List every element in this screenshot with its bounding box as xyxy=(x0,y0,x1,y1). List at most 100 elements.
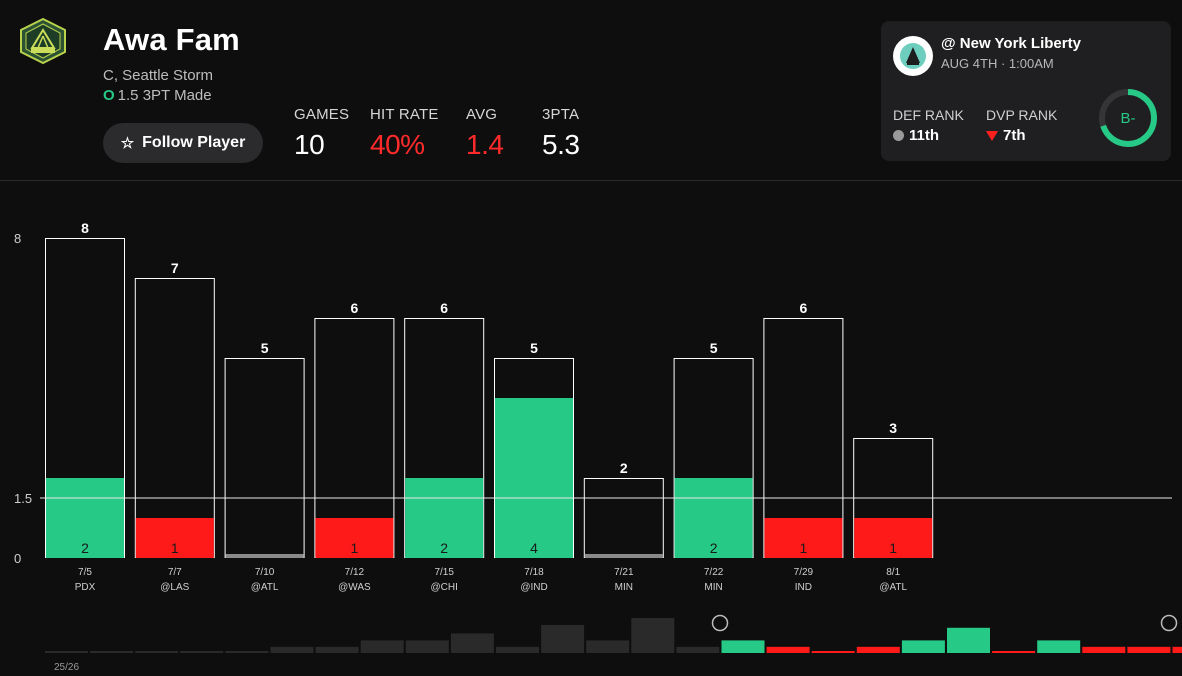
stat-label: HIT RATE xyxy=(370,106,439,123)
dvp-rank: DVP RANK 7th xyxy=(986,107,1057,144)
timeline-bar xyxy=(856,646,900,653)
player-position-team: C, Seattle Storm xyxy=(103,67,214,84)
timeline-bar xyxy=(135,651,179,653)
prop-line: O 1.5 3PT Made xyxy=(103,87,212,104)
stat-games: GAMES 10 xyxy=(294,106,349,161)
timeline-bar xyxy=(992,651,1036,653)
opponent-label: MIN xyxy=(704,582,722,593)
game-time: AUG 4TH · 1:00AM xyxy=(941,56,1054,71)
over-marker: O xyxy=(103,87,115,104)
timeline-bar xyxy=(315,646,359,653)
stat-3pta: 3PTA 5.3 xyxy=(542,106,580,161)
stat-avg: AVG 1.4 xyxy=(466,106,504,161)
stat-value: 40% xyxy=(370,129,425,160)
made-bar xyxy=(225,554,304,558)
timeline-bar xyxy=(270,646,314,653)
timeline-bar xyxy=(45,651,88,653)
new-york-liberty-logo-icon xyxy=(893,36,933,76)
timeline-bar xyxy=(360,640,404,653)
date-label: 8/1 xyxy=(886,567,900,578)
made-bar xyxy=(854,518,933,558)
player-name: Awa Fam xyxy=(103,22,240,57)
timeline-bar xyxy=(1082,646,1126,653)
attempts-label: 8 xyxy=(81,220,89,236)
range-handle-right[interactable] xyxy=(1160,614,1178,632)
star-icon: ☆ xyxy=(120,135,135,152)
stat-label: 3PTA xyxy=(542,106,580,123)
attempts-label: 5 xyxy=(530,340,538,356)
timeline-bar xyxy=(586,640,630,653)
timeline-bar xyxy=(1127,646,1171,653)
def-rank-label: DEF RANK xyxy=(893,107,964,123)
seattle-storm-logo-icon xyxy=(20,18,66,64)
made-bar xyxy=(405,478,484,558)
attempts-label: 5 xyxy=(710,340,718,356)
timeline-bar xyxy=(721,640,765,653)
y-tick-label: 8 xyxy=(14,231,21,246)
made-label: 2 xyxy=(710,540,718,556)
opponent-label: @ATL xyxy=(879,582,907,593)
timeline-bar xyxy=(180,651,224,653)
timeline-bar xyxy=(901,640,945,653)
date-label: 7/12 xyxy=(345,567,365,578)
opponent-label: IND xyxy=(795,582,812,593)
stat-value: 5.3 xyxy=(542,129,580,160)
opponent-label: @IND xyxy=(520,582,547,593)
attempts-label: 6 xyxy=(351,300,359,316)
def-rank-value: 11th xyxy=(909,127,940,144)
made-bar xyxy=(584,554,663,558)
attempts-label: 3 xyxy=(889,420,897,436)
made-label: 1 xyxy=(351,540,359,556)
date-label: 7/15 xyxy=(434,567,454,578)
timeline-bar xyxy=(811,651,855,653)
matchup-grade: B- xyxy=(1120,109,1136,127)
attempts-bar xyxy=(224,358,305,558)
dvp-rank-value: 7th xyxy=(1003,127,1026,144)
attempts-label: 6 xyxy=(440,300,448,316)
date-label: 7/18 xyxy=(524,567,544,578)
neutral-dot-icon xyxy=(893,130,904,141)
opponent-matchup: @ New York Liberty xyxy=(941,35,1081,52)
date-label: 7/10 xyxy=(255,567,275,578)
made-bar xyxy=(46,478,124,558)
stat-hit-rate: HIT RATE 40% xyxy=(370,106,439,161)
stat-value: 10 xyxy=(294,129,325,160)
opponent-label: @CHI xyxy=(431,582,458,593)
made-label: 4 xyxy=(530,540,538,556)
down-arrow-icon xyxy=(986,130,998,141)
timeline-bar xyxy=(450,633,494,653)
opponent-label: @ATL xyxy=(251,582,279,593)
season-label: 25/26 xyxy=(54,662,79,673)
made-bar xyxy=(495,398,573,558)
matchup-grade-ring xyxy=(1099,89,1157,147)
attempts-label: 5 xyxy=(261,340,269,356)
range-handle-left[interactable] xyxy=(711,614,729,632)
made-bar xyxy=(315,518,394,558)
timeline-bar xyxy=(405,640,449,653)
made-bar xyxy=(135,518,214,558)
season-timeline[interactable]: 25/26 xyxy=(0,600,1182,676)
opponent-label: MIN xyxy=(615,582,633,593)
date-label: 7/29 xyxy=(794,567,814,578)
opponent-label: @LAS xyxy=(160,582,189,593)
follow-player-button[interactable]: ☆ Follow Player xyxy=(103,123,263,163)
game-log-chart: 8 1.5 0 8 2 7/5 PDX 7 1 7/7 @LAS 5 7/10 @ATL 6 1 7/12 @WA… xyxy=(14,220,1172,593)
attempts-label: 2 xyxy=(620,460,628,476)
made-label: 2 xyxy=(81,540,89,556)
def-rank: DEF RANK 11th xyxy=(893,107,964,144)
opponent-label: PDX xyxy=(75,582,96,593)
stat-value: 1.4 xyxy=(466,129,504,160)
opponent-card[interactable]: @ New York Liberty AUG 4TH · 1:00AM DEF … xyxy=(881,21,1171,161)
timeline-bar xyxy=(631,618,675,653)
made-bar xyxy=(764,518,843,558)
timeline-bar xyxy=(225,651,269,653)
y-tick-label: 0 xyxy=(14,551,21,566)
timeline-bar xyxy=(541,625,585,653)
stat-label: AVG xyxy=(466,106,498,123)
made-label: 1 xyxy=(171,540,179,556)
prop-label: 1.5 3PT Made xyxy=(117,87,212,104)
date-label: 7/21 xyxy=(614,567,634,578)
made-label: 2 xyxy=(440,540,448,556)
opponent-label: @WAS xyxy=(338,582,371,593)
stat-label: GAMES xyxy=(294,106,350,123)
